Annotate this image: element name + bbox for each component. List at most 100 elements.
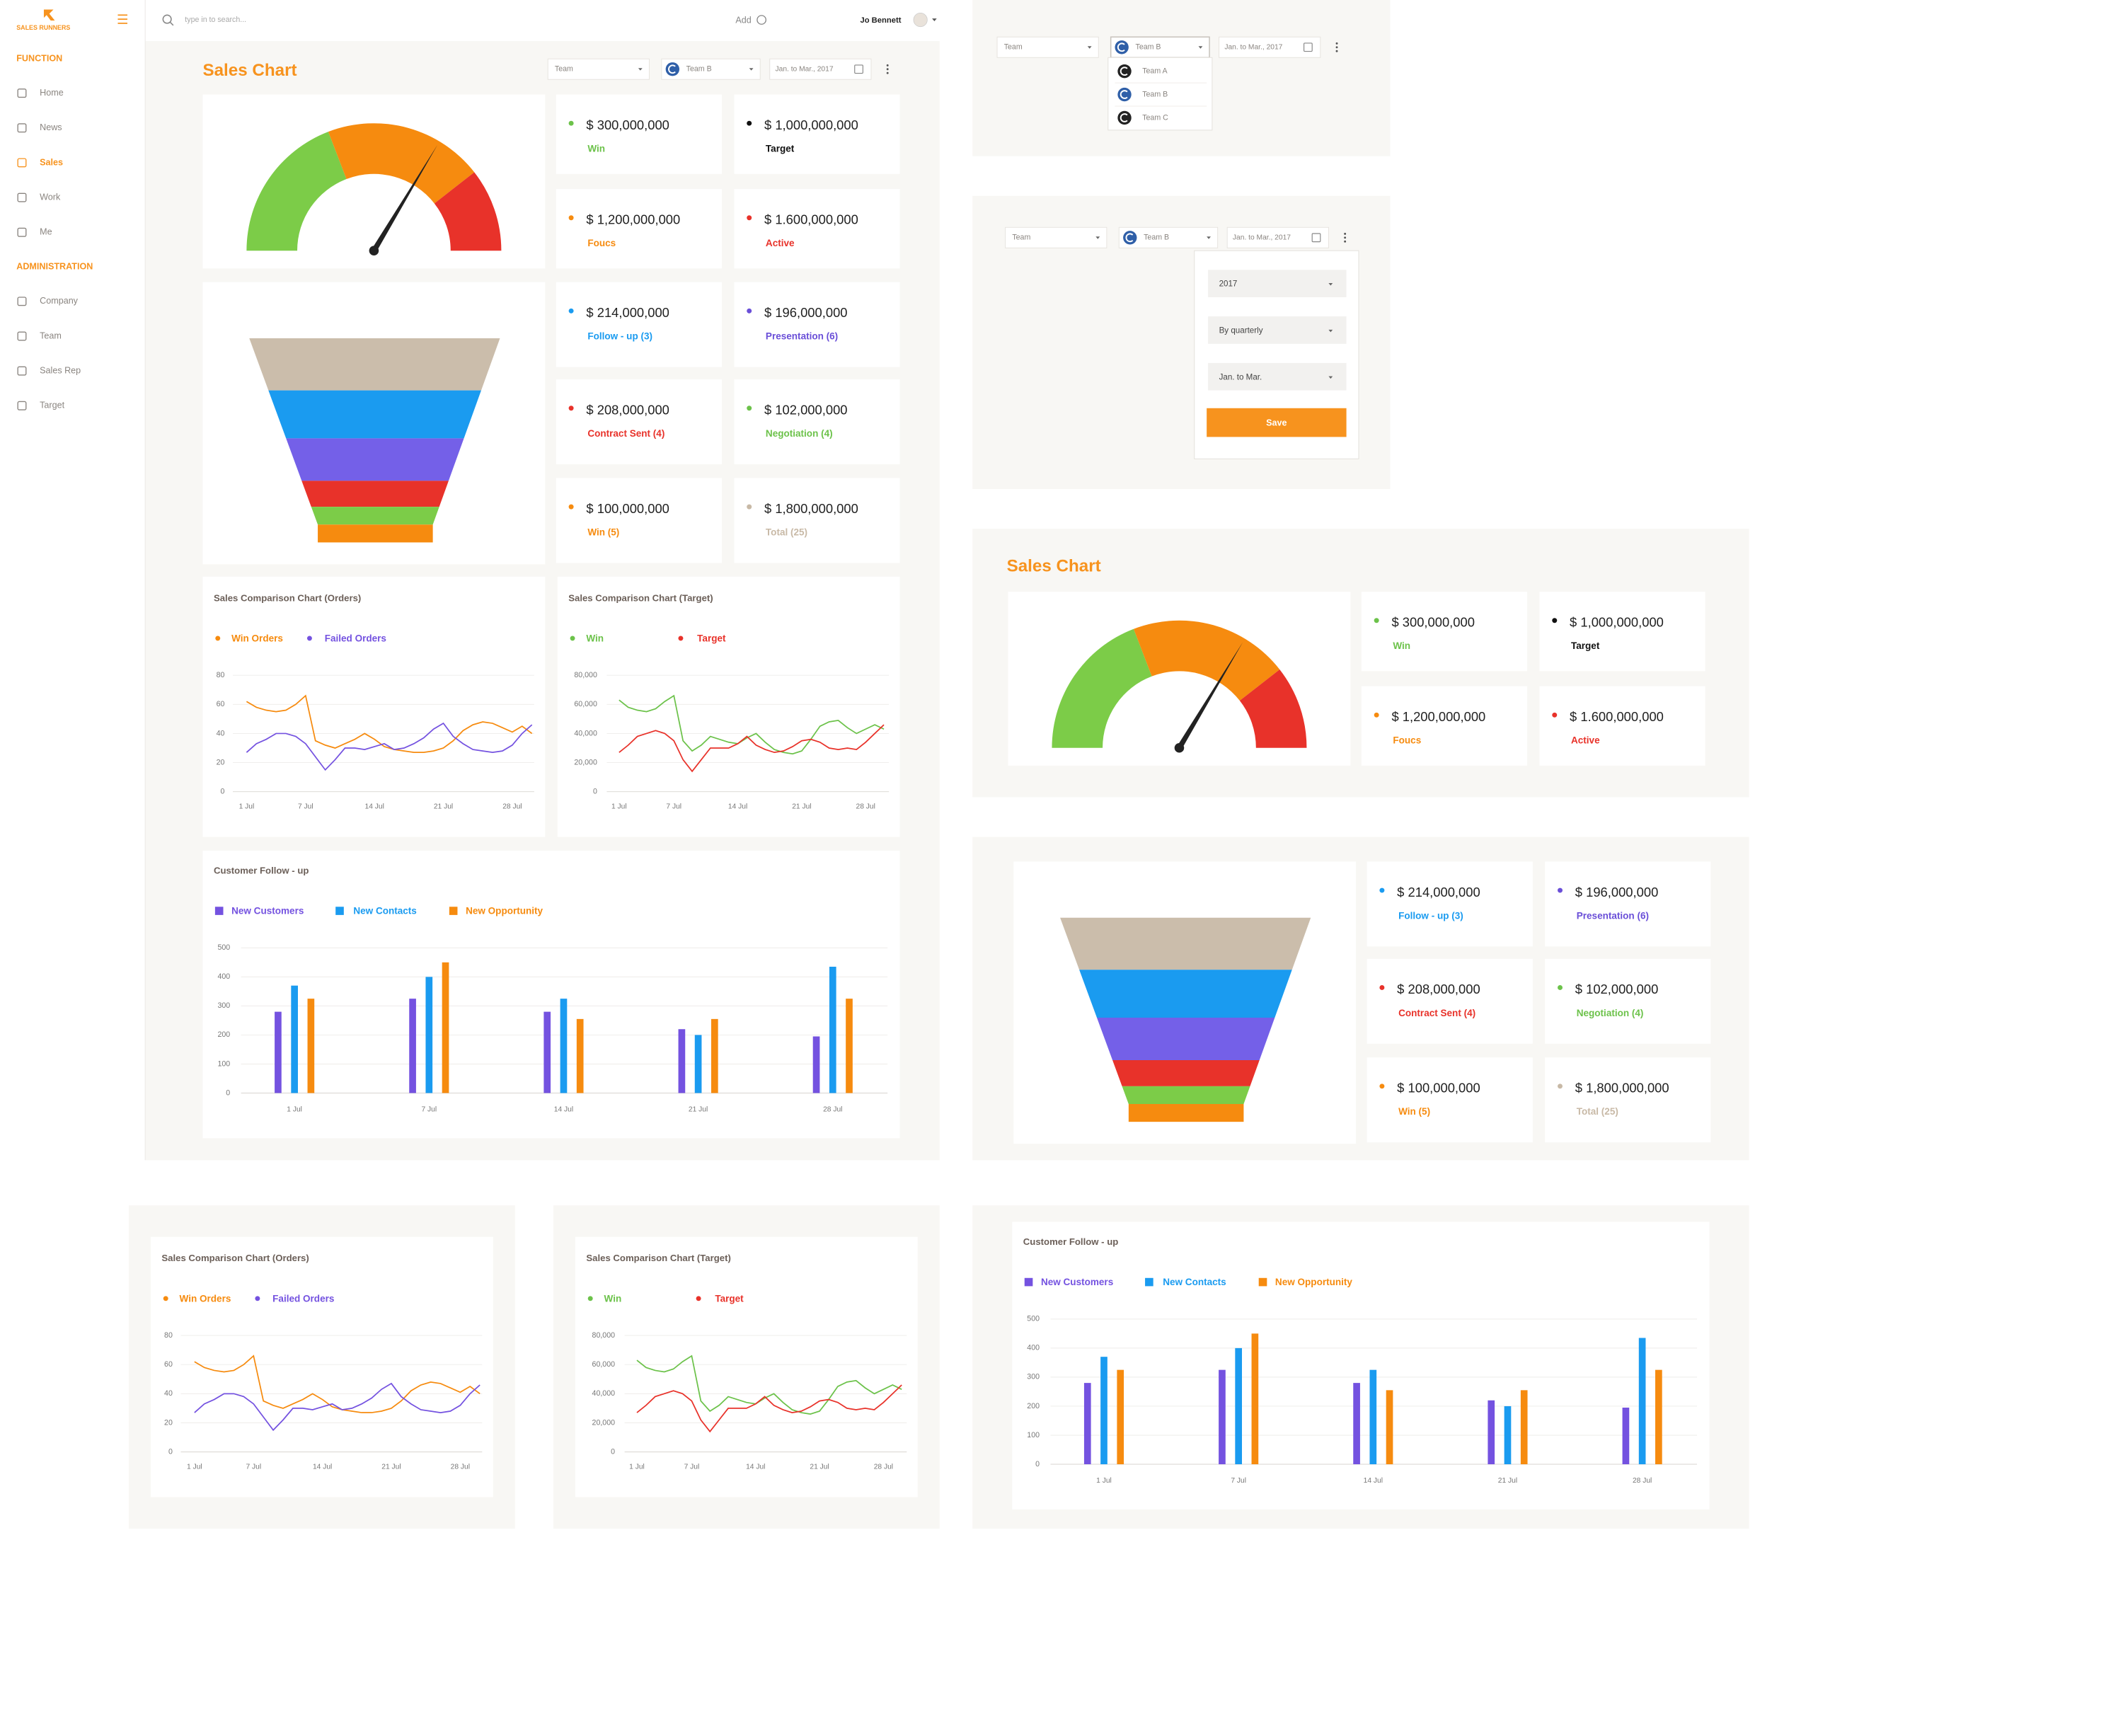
nav-item[interactable]: Company <box>40 296 79 306</box>
team-option[interactable]: Team C <box>1142 113 1168 122</box>
gauge-needle <box>372 144 438 253</box>
chart-card <box>202 850 900 1139</box>
team-filter[interactable] <box>1005 226 1107 248</box>
line-series <box>194 1382 481 1432</box>
more-icon[interactable] <box>886 71 889 74</box>
period-select[interactable] <box>1208 362 1347 391</box>
nav-item[interactable]: Team <box>40 330 62 340</box>
stat-dot <box>568 215 574 221</box>
more-icon[interactable] <box>886 64 889 67</box>
funnel-layer <box>311 507 439 525</box>
period-select[interactable] <box>1208 316 1347 344</box>
x-tick-label: 1 Jul <box>611 803 627 811</box>
stat-label: Presentation (6) <box>766 331 838 342</box>
x-tick-label: 14 Jul <box>1364 1477 1383 1485</box>
team-option[interactable]: Team A <box>1142 67 1168 75</box>
nav-item[interactable]: Work <box>40 192 61 202</box>
nav-item[interactable]: Sales <box>40 157 63 167</box>
bar <box>1638 1338 1646 1465</box>
more-icon[interactable] <box>1344 232 1347 235</box>
legend-label: New Customers <box>231 906 304 916</box>
y-tick-label: 0 <box>593 788 597 796</box>
legend-label: Win <box>604 1293 622 1304</box>
bar <box>1386 1390 1393 1465</box>
x-tick-label: 7 Jul <box>666 803 681 811</box>
nav-icon <box>17 158 27 168</box>
x-tick-label: 21 Jul <box>1498 1477 1517 1485</box>
stat-label: Follow - up (3) <box>1398 910 1463 921</box>
team-logo <box>1117 110 1132 125</box>
x-tick-label: 7 Jul <box>684 1464 700 1471</box>
nav-item[interactable]: News <box>40 122 62 132</box>
x-tick-label: 28 Jul <box>502 803 522 811</box>
stat-card <box>1545 1057 1711 1143</box>
gauge-segment <box>328 123 475 204</box>
calendar-icon <box>854 64 863 74</box>
team-filter[interactable] <box>547 58 650 80</box>
bar <box>307 999 315 1093</box>
period-select[interactable] <box>1208 270 1347 297</box>
avatar[interactable] <box>913 12 928 28</box>
period-filter[interactable] <box>1226 226 1329 248</box>
team-option[interactable]: Team B <box>1142 90 1168 98</box>
stat-value: $ 214,000,000 <box>1397 885 1480 899</box>
x-tick-label: 21 Jul <box>689 1105 708 1113</box>
nav-item[interactable]: Me <box>40 227 52 237</box>
legend-label: Target <box>715 1293 744 1304</box>
period-filter[interactable] <box>1219 36 1321 58</box>
gauge-segment <box>246 132 347 251</box>
funnel-layer <box>249 338 500 391</box>
y-tick-label: 40,000 <box>592 1389 616 1398</box>
bar <box>846 999 853 1093</box>
gauge-segment <box>434 172 502 251</box>
nav-item[interactable]: Home <box>40 88 64 98</box>
y-tick-label: 20 <box>217 758 225 766</box>
y-tick-label: 0 <box>226 1088 230 1097</box>
y-tick-label: 80 <box>217 671 225 679</box>
y-tick-label: 400 <box>1027 1344 1040 1352</box>
x-tick-label: 28 Jul <box>856 803 875 811</box>
nav-icon <box>17 123 27 133</box>
search-input[interactable]: type in to search... <box>185 16 246 24</box>
nav-item[interactable]: Sales Rep <box>40 365 81 375</box>
stat-value: $ 1.600,000,000 <box>764 212 858 226</box>
stat-card <box>734 379 900 465</box>
add-button[interactable]: Add <box>735 15 751 25</box>
stat-dot <box>1552 712 1558 718</box>
team-filter[interactable] <box>996 36 1099 58</box>
more-icon[interactable] <box>1344 236 1347 239</box>
stat-dot <box>568 308 574 314</box>
stat-label: Target <box>1571 640 1600 651</box>
team-logo-mark <box>1120 113 1128 122</box>
brand: SALES RUNNERS <box>16 24 70 31</box>
more-icon[interactable] <box>886 68 889 71</box>
period-filter[interactable] <box>769 58 872 80</box>
legend-label: Failed Orders <box>325 633 386 643</box>
bar <box>1520 1390 1528 1465</box>
y-tick-label: 40 <box>217 729 225 737</box>
more-icon[interactable] <box>1335 46 1338 49</box>
more-icon[interactable] <box>1335 42 1338 45</box>
period-filter-value: Jan. to Mar., 2017 <box>1224 43 1282 51</box>
bar <box>694 1035 702 1093</box>
stat-dot <box>1552 618 1558 623</box>
stat-dot <box>747 504 752 510</box>
legend-label: New Opportunity <box>466 906 543 916</box>
save-button-label[interactable]: Save <box>1266 418 1287 427</box>
bar <box>1504 1406 1512 1465</box>
y-tick-label: 40 <box>164 1389 173 1398</box>
bar <box>576 1018 584 1093</box>
y-tick-label: 0 <box>1035 1460 1040 1468</box>
legend-dot <box>255 1296 260 1301</box>
y-tick-label: 60 <box>164 1360 173 1369</box>
more-icon[interactable] <box>1335 50 1338 52</box>
caret <box>1198 46 1203 49</box>
legend-label: New Customers <box>1041 1277 1113 1287</box>
nav-icon <box>17 401 27 410</box>
user-name[interactable]: Jo Bennett <box>860 16 901 25</box>
more-icon[interactable] <box>1344 240 1347 243</box>
nav-item[interactable]: Target <box>40 401 64 410</box>
save-button[interactable] <box>1207 408 1347 437</box>
add-icon[interactable] <box>756 15 767 25</box>
